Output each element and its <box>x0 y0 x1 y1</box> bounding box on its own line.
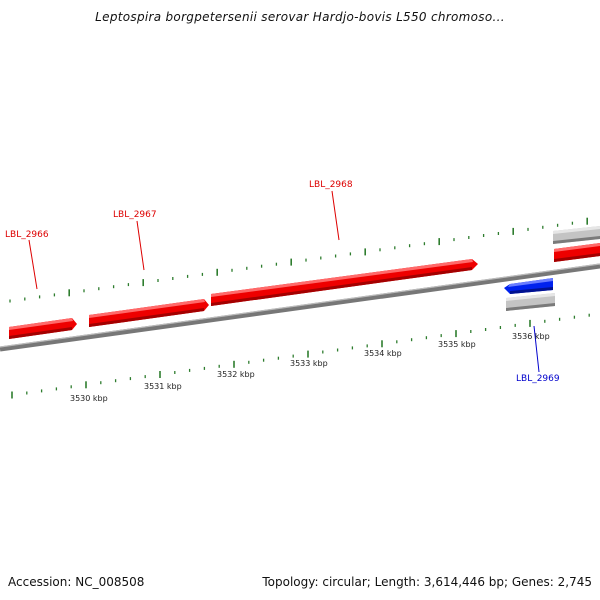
leader-line-lbl-2968 <box>331 190 340 241</box>
chromosome-title: Leptospira borgpetersenii serovar Hardjo… <box>95 10 505 24</box>
gene-arrow-lbl-2967[interactable] <box>89 299 209 327</box>
feature-box-gray-upper[interactable] <box>553 226 600 244</box>
leader-line-lbl-2967 <box>136 220 145 271</box>
gene-label-lbl-2966[interactable]: LBL_2966 <box>5 230 49 240</box>
gene-arrow-lbl-2966[interactable] <box>9 318 77 339</box>
accession-text: Accession: NC_008508 <box>8 575 145 589</box>
scale-label: 3532 kbp <box>217 370 255 379</box>
gene-arrow-lbl-2968[interactable] <box>211 259 478 306</box>
feature-box-gray-lower[interactable] <box>506 293 555 311</box>
lower-tick-row <box>11 313 590 399</box>
gene-label-lbl-2967[interactable]: LBL_2967 <box>113 210 157 220</box>
scale-label: 3530 kbp <box>70 394 108 403</box>
leader-line-lbl-2969 <box>533 325 540 373</box>
genome-summary-text: Topology: circular; Length: 3,614,446 bp… <box>262 575 592 589</box>
scale-label: 3531 kbp <box>144 382 182 391</box>
upper-tick-row <box>9 217 589 303</box>
scale-label: 3533 kbp <box>290 359 328 368</box>
scale-label: 3535 kbp <box>438 340 476 349</box>
gene-label-lbl-2969[interactable]: LBL_2969 <box>516 374 560 384</box>
gene-arrow-right-edge[interactable] <box>554 243 600 262</box>
chromosome-backbone <box>0 263 600 352</box>
leader-line-lbl-2966 <box>28 239 38 290</box>
gene-label-lbl-2968[interactable]: LBL_2968 <box>309 180 353 190</box>
scale-label: 3536 kbp <box>512 332 550 341</box>
gene-arrow-lbl-2969[interactable] <box>504 278 553 294</box>
scale-label: 3534 kbp <box>364 349 402 358</box>
